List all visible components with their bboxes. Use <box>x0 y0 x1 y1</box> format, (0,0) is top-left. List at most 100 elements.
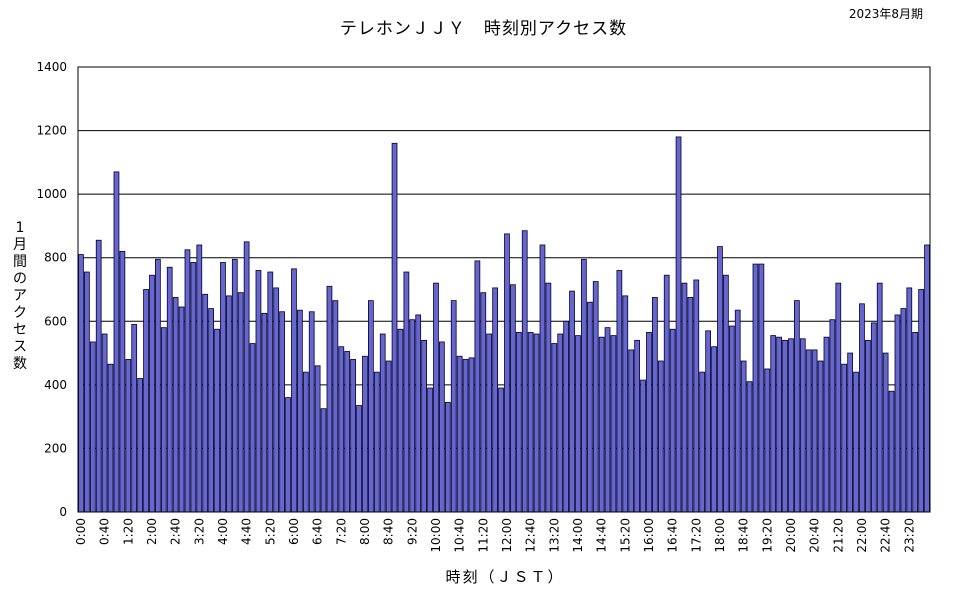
bar <box>368 300 374 513</box>
bar <box>468 357 475 513</box>
bar <box>84 271 90 513</box>
x-tick-label: 17:20 <box>689 518 703 553</box>
bar <box>397 328 404 513</box>
bar <box>835 282 842 513</box>
plot-frame <box>77 66 931 513</box>
bar <box>628 349 635 513</box>
x-tick-label: 16:00 <box>642 518 656 553</box>
bar <box>717 246 723 513</box>
bar <box>78 254 84 513</box>
bar <box>770 335 777 513</box>
bar <box>113 171 120 513</box>
bars <box>78 136 930 513</box>
bar <box>220 262 226 513</box>
x-tick-label: 0:40 <box>98 518 112 545</box>
y-tick-label: 400 <box>44 378 67 392</box>
bar <box>675 136 682 513</box>
bar <box>586 301 593 513</box>
bar <box>261 312 268 513</box>
bar <box>214 328 220 513</box>
bar <box>539 244 546 513</box>
x-tick-label: 6:00 <box>287 518 301 545</box>
bar <box>515 332 522 513</box>
bar <box>545 282 552 513</box>
x-tick-label: 9:20 <box>405 518 419 545</box>
bar <box>598 336 605 513</box>
bar <box>95 239 102 513</box>
x-tick-label: 0:00 <box>74 518 88 545</box>
x-tick-label: 13:20 <box>547 518 561 553</box>
bar <box>302 371 309 513</box>
bar <box>492 287 498 513</box>
bar <box>456 355 463 513</box>
bar <box>362 355 368 513</box>
bar <box>356 405 362 513</box>
bar <box>794 300 800 513</box>
x-tick-label: 1:20 <box>121 518 135 545</box>
x-tick-label: 8:00 <box>358 518 372 545</box>
bar <box>610 335 617 513</box>
bar <box>297 309 303 513</box>
bar <box>711 346 717 513</box>
x-axis-label: 時刻（ＪＳＴ） <box>445 568 565 586</box>
bar <box>575 335 581 513</box>
bar <box>137 378 143 513</box>
y-tick-label: 1200 <box>36 124 67 138</box>
bar <box>740 360 747 513</box>
bar <box>143 289 149 513</box>
bar <box>226 295 232 513</box>
bar <box>160 327 167 513</box>
bar <box>291 268 297 513</box>
bar <box>439 341 445 513</box>
bar <box>314 365 321 513</box>
x-tick-label: 20:40 <box>808 518 822 553</box>
x-tick-label: 10:00 <box>429 518 443 553</box>
gridlines <box>78 130 930 449</box>
bar <box>563 320 569 513</box>
bar <box>149 274 155 513</box>
bar <box>746 381 753 513</box>
bar <box>906 287 913 513</box>
bar <box>652 297 658 513</box>
bar <box>285 397 291 513</box>
bar <box>888 390 895 513</box>
y-tick-label: 800 <box>44 251 67 265</box>
bar <box>657 360 664 513</box>
bar <box>859 303 865 513</box>
bar <box>243 241 250 513</box>
bar <box>155 258 161 513</box>
bar <box>421 339 427 513</box>
chart-title: テレホンＪＪＹ 時刻別アクセス数 <box>339 19 628 39</box>
bar <box>521 230 528 513</box>
x-tick-label: 20:00 <box>784 518 798 553</box>
bar <box>776 336 782 513</box>
y-tick-labels: 0 200 400 600 800 1000 1200 1400 <box>36 60 67 519</box>
x-tick-label: 5:20 <box>263 518 277 545</box>
x-tick-label: 4:00 <box>216 518 230 545</box>
bar <box>190 262 197 513</box>
bar <box>847 352 853 513</box>
bar <box>752 263 759 513</box>
bar <box>581 258 587 513</box>
bar <box>101 333 108 513</box>
x-tick-label: 16:40 <box>666 518 680 553</box>
bar <box>894 314 901 513</box>
bar <box>344 351 351 513</box>
bar <box>640 379 646 513</box>
bar <box>403 271 410 513</box>
x-tick-label: 3:20 <box>192 518 206 545</box>
bar <box>409 319 416 513</box>
x-tick-label: 22:00 <box>855 518 869 553</box>
bar <box>385 360 392 513</box>
bar <box>119 250 126 513</box>
bar <box>882 352 889 513</box>
bar <box>723 274 729 513</box>
bar <box>663 274 670 513</box>
x-tick-label: 18:40 <box>737 518 751 553</box>
bar <box>486 333 493 513</box>
x-tick-label: 15:20 <box>618 518 632 553</box>
bar <box>811 349 818 513</box>
bar <box>788 338 794 513</box>
